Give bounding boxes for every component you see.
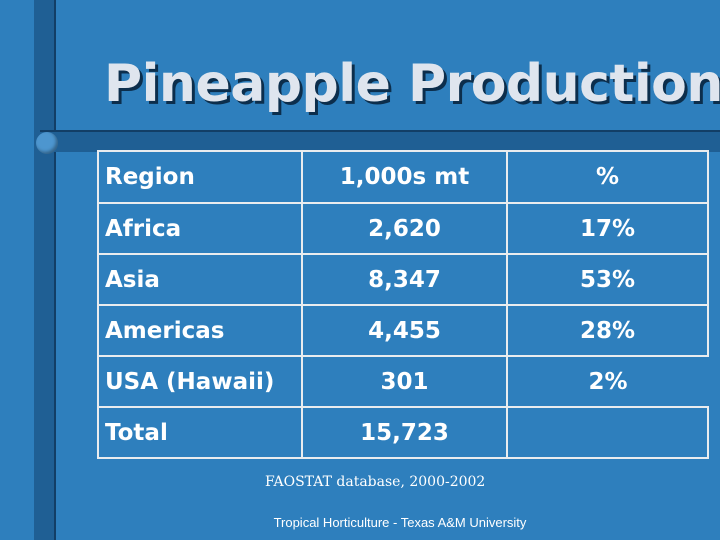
decorative-vertical-line [54,0,56,540]
cell-amount: 15,723 [302,407,508,459]
cell-region: Total [97,407,303,459]
cell-percent: 53% [507,254,709,306]
cell-percent [507,407,709,459]
decorative-knob [36,132,58,154]
cell-amount: 8,347 [302,254,508,306]
table-row: Africa 2,620 17% [97,203,709,255]
table-row-total: Total 15,723 [97,407,709,459]
slide-title: Pineapple Production [104,54,720,114]
cell-region: Africa [97,203,303,255]
header-percent: % [507,150,709,204]
cell-percent: 17% [507,203,709,255]
table-header-row: Region 1,000s mt % [97,150,709,204]
cell-region: USA (Hawaii) [97,356,303,408]
cell-amount: 2,620 [302,203,508,255]
table-row: Americas 4,455 28% [97,305,709,357]
cell-amount: 301 [302,356,508,408]
cell-percent: 2% [507,356,708,408]
source-citation: FAOSTAT database, 2000-2002 [265,474,486,490]
decorative-horizontal-bar [40,132,720,152]
cell-percent: 28% [507,305,709,357]
slide-footer: Tropical Horticulture - Texas A&M Univer… [273,515,527,530]
decorative-vertical-bar [34,0,54,540]
cell-amount: 4,455 [302,305,508,357]
production-table: Region 1,000s mt % Africa 2,620 17% Asia… [97,150,709,459]
cell-region: Asia [97,254,303,306]
table-row: Asia 8,347 53% [97,254,709,306]
cell-region: Americas [97,305,303,357]
header-region: Region [97,150,303,204]
table-row: USA (Hawaii) 301 2% [97,356,708,408]
header-amount: 1,000s mt [302,150,508,204]
decorative-horizontal-line [40,130,720,132]
